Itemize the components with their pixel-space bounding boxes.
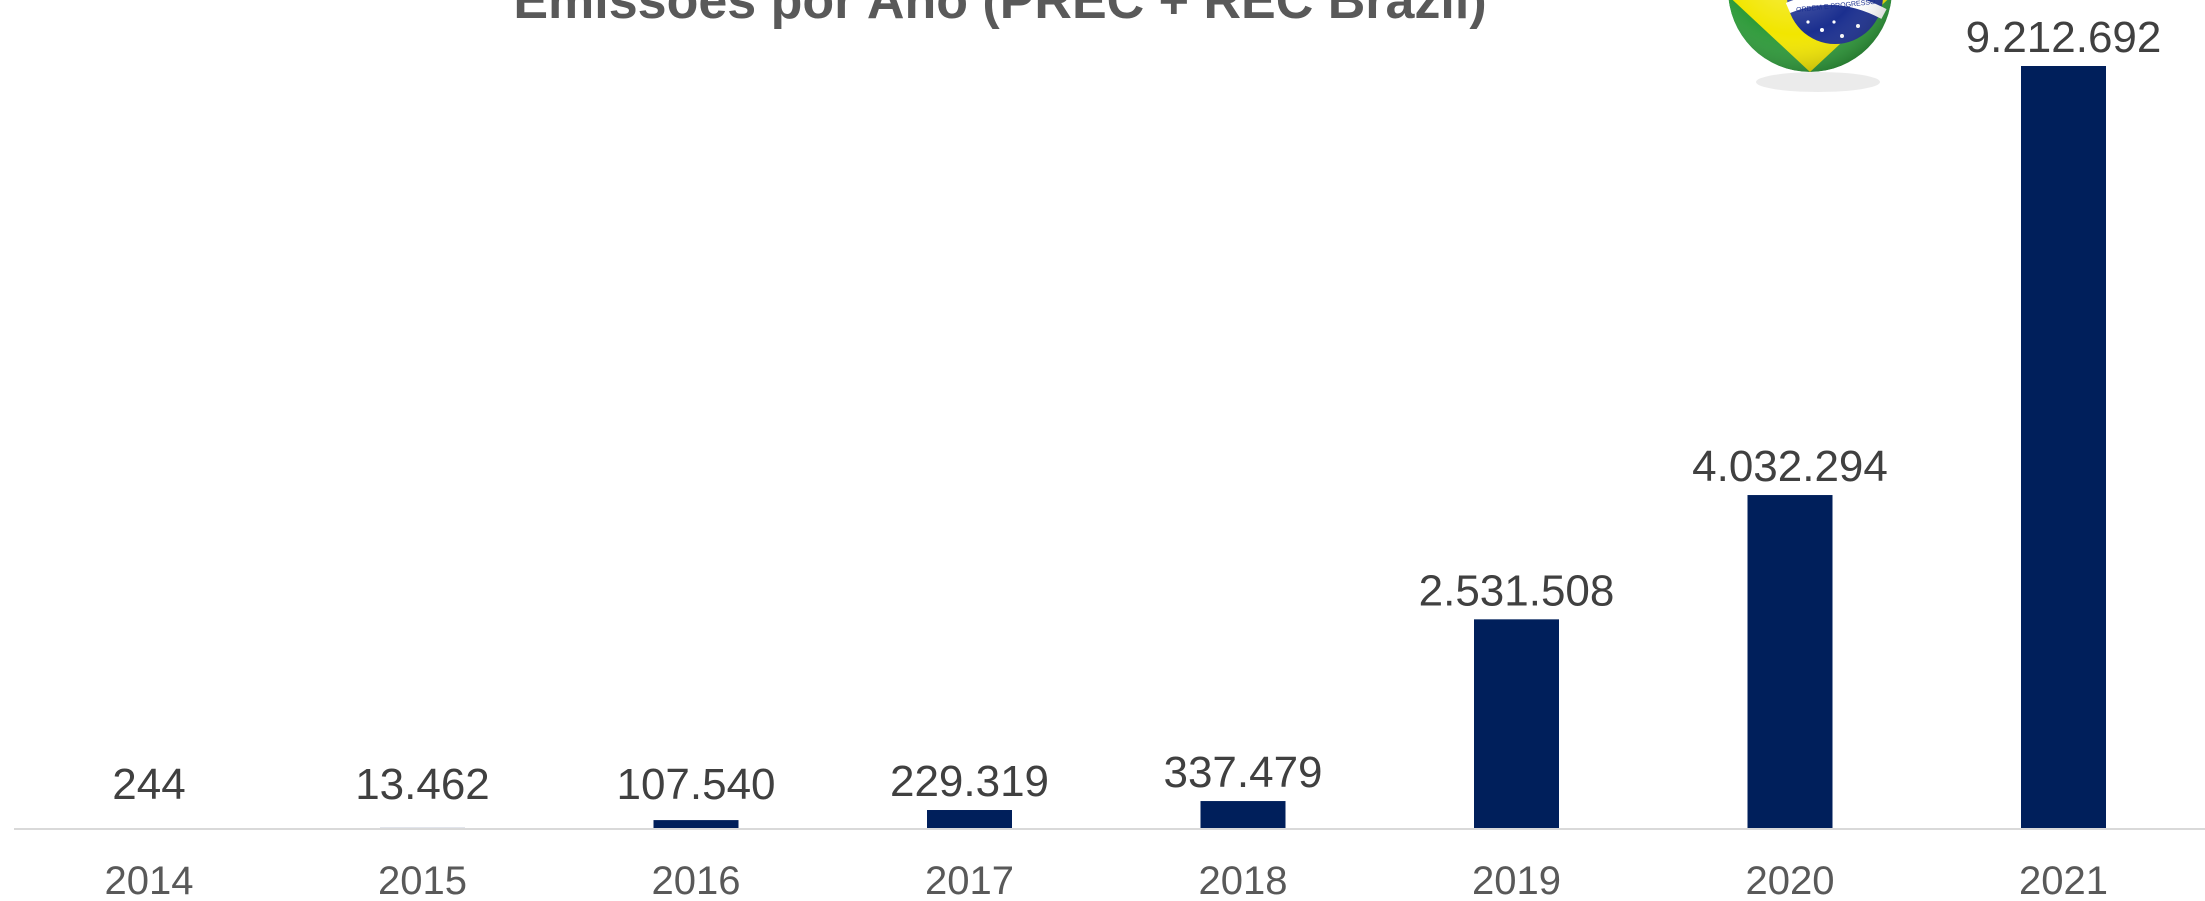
bar-2021 bbox=[2021, 66, 2106, 829]
bars-layer bbox=[106, 66, 2106, 829]
bar-2017 bbox=[927, 810, 1012, 829]
brazil-flag-ball-icon: ORDEM E PROGRESSO bbox=[1728, 0, 1892, 92]
x-tick-labels-layer: 2014 2015 2016 2017 2018 2019 2020 2021 bbox=[105, 859, 2108, 901]
bar-2020 bbox=[1747, 495, 1833, 829]
bar-2019 bbox=[1474, 619, 1559, 829]
bar-2016 bbox=[653, 820, 739, 829]
chart-title: Emissões por Ano (PREC + REC Brazil) bbox=[513, 0, 1486, 30]
value-label-2014: 244 bbox=[112, 760, 185, 809]
x-tick-label-2014: 2014 bbox=[105, 859, 194, 901]
value-label-2021: 9.212.692 bbox=[1966, 13, 2162, 62]
x-tick-label-2016: 2016 bbox=[652, 859, 741, 901]
value-label-2016: 107.540 bbox=[616, 760, 775, 809]
bar-2018 bbox=[1200, 801, 1286, 829]
value-label-2015: 13.462 bbox=[355, 760, 490, 809]
value-label-2019: 2.531.508 bbox=[1419, 566, 1615, 615]
x-tick-label-2020: 2020 bbox=[1746, 859, 1835, 901]
x-tick-label-2018: 2018 bbox=[1199, 859, 1288, 901]
x-tick-label-2015: 2015 bbox=[378, 859, 467, 901]
x-tick-label-2017: 2017 bbox=[925, 859, 1014, 901]
x-tick-label-2021: 2021 bbox=[2019, 859, 2108, 901]
value-label-2018: 337.479 bbox=[1163, 748, 1322, 797]
x-tick-label-2019: 2019 bbox=[1472, 859, 1561, 901]
value-labels-layer: 244 13.462 107.540 229.319 337.479 2.531.508 4… bbox=[112, 13, 2161, 809]
value-label-2017: 229.319 bbox=[890, 757, 1049, 806]
value-label-2020: 4.032.294 bbox=[1692, 442, 1888, 491]
